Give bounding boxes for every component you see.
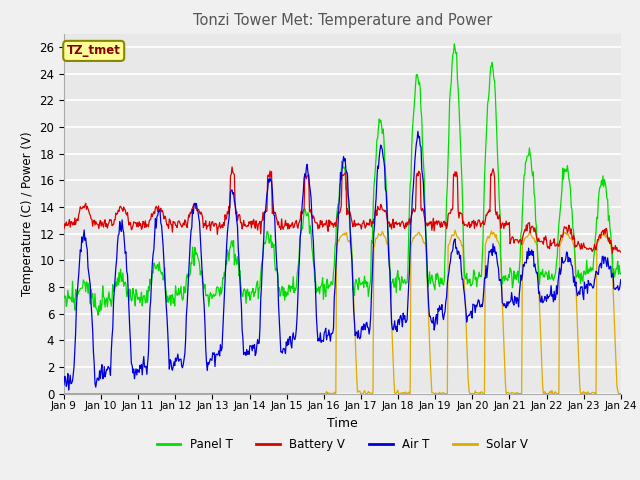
- Title: Tonzi Tower Met: Temperature and Power: Tonzi Tower Met: Temperature and Power: [193, 13, 492, 28]
- Y-axis label: Temperature (C) / Power (V): Temperature (C) / Power (V): [20, 132, 34, 296]
- X-axis label: Time: Time: [327, 417, 358, 430]
- Text: TZ_tmet: TZ_tmet: [67, 44, 121, 58]
- Legend: Panel T, Battery V, Air T, Solar V: Panel T, Battery V, Air T, Solar V: [152, 433, 532, 456]
